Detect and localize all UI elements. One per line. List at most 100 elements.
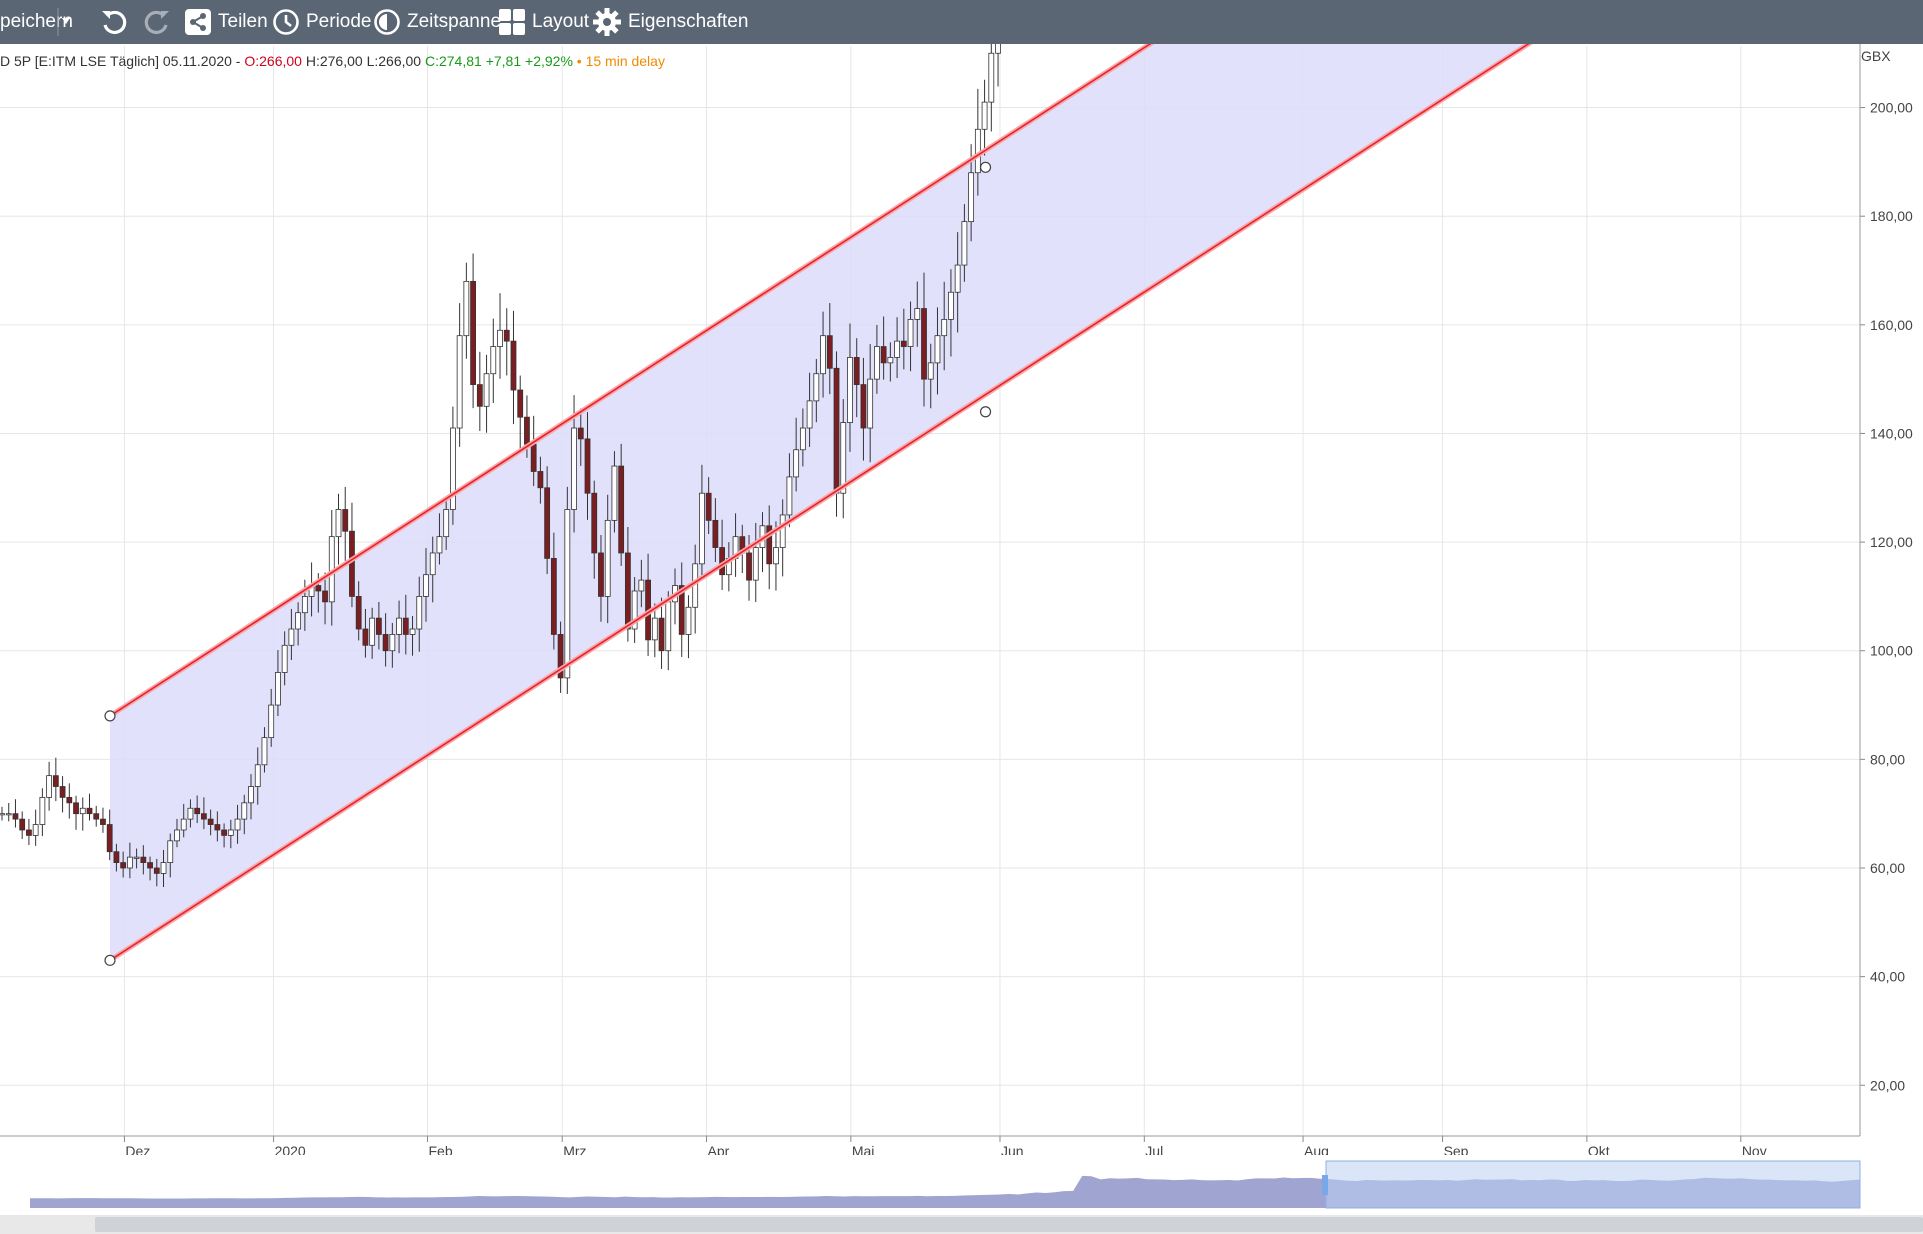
- candle[interactable]: [799, 427, 806, 451]
- candle[interactable]: [779, 514, 786, 548]
- candle[interactable]: [227, 829, 234, 836]
- candle[interactable]: [974, 128, 981, 174]
- candle[interactable]: [591, 492, 598, 554]
- candle[interactable]: [712, 519, 719, 548]
- candle[interactable]: [550, 557, 557, 635]
- candle[interactable]: [342, 509, 349, 532]
- candle[interactable]: [443, 509, 450, 538]
- candle[interactable]: [362, 628, 369, 646]
- save-button[interactable]: peichern: [0, 0, 73, 44]
- candle[interactable]: [423, 574, 429, 597]
- candle[interactable]: [248, 786, 254, 804]
- candle[interactable]: [147, 862, 153, 869]
- price-chart[interactable]: 20,00 40,00 60,00 80,00 100,00 120,00 140,00 16…: [0, 44, 1923, 1155]
- channel-upper-line-handle[interactable]: [104, 710, 116, 722]
- candle[interactable]: [826, 335, 833, 369]
- candle[interactable]: [813, 373, 820, 402]
- candle[interactable]: [746, 552, 752, 581]
- candle[interactable]: [564, 509, 571, 679]
- candle[interactable]: [806, 400, 813, 429]
- candle[interactable]: [624, 552, 631, 630]
- undo-button[interactable]: [99, 0, 129, 44]
- candle[interactable]: [402, 617, 409, 635]
- candle[interactable]: [32, 824, 39, 836]
- candle[interactable]: [611, 465, 618, 521]
- redo-button[interactable]: [142, 0, 172, 44]
- candle[interactable]: [200, 813, 207, 820]
- candle[interactable]: [126, 856, 133, 869]
- candle[interactable]: [261, 737, 268, 766]
- candle[interactable]: [604, 519, 611, 597]
- candle[interactable]: [214, 824, 221, 831]
- save-dropdown-button[interactable]: [56, 0, 72, 44]
- candle[interactable]: [52, 775, 59, 787]
- candle[interactable]: [510, 340, 517, 391]
- channel-lower-line[interactable]: [109, 44, 1808, 962]
- candle[interactable]: [618, 465, 625, 554]
- candle[interactable]: [988, 52, 995, 103]
- candle[interactable]: [180, 818, 187, 831]
- candle[interactable]: [961, 221, 968, 266]
- candle[interactable]: [275, 672, 281, 706]
- candle[interactable]: [476, 384, 483, 407]
- candle[interactable]: [456, 335, 463, 429]
- candle[interactable]: [894, 340, 900, 358]
- candle[interactable]: [349, 530, 355, 597]
- candle[interactable]: [207, 818, 214, 825]
- candle[interactable]: [907, 318, 914, 347]
- candle[interactable]: [948, 291, 954, 320]
- candle[interactable]: [766, 525, 773, 565]
- candle[interactable]: [483, 373, 490, 407]
- candle[interactable]: [5, 813, 12, 816]
- channel-upper-line[interactable]: [109, 44, 1808, 717]
- candle[interactable]: [557, 634, 564, 679]
- candle[interactable]: [833, 367, 840, 494]
- candle[interactable]: [584, 438, 591, 494]
- navigator-scroll-thumb[interactable]: [95, 1217, 1923, 1232]
- candle[interactable]: [524, 416, 530, 445]
- candle[interactable]: [436, 536, 443, 554]
- share-button[interactable]: Teilen: [184, 0, 268, 44]
- candle[interactable]: [503, 329, 510, 342]
- candle[interactable]: [39, 796, 46, 825]
- candle[interactable]: [685, 606, 692, 635]
- candle[interactable]: [631, 590, 638, 630]
- candle[interactable]: [268, 704, 275, 739]
- candle[interactable]: [315, 585, 322, 592]
- candle[interactable]: [396, 617, 402, 635]
- candle[interactable]: [699, 492, 705, 565]
- candle[interactable]: [490, 346, 497, 375]
- channel-lower-line-handle[interactable]: [979, 406, 992, 418]
- candle[interactable]: [113, 851, 120, 863]
- candle[interactable]: [463, 280, 470, 337]
- candle[interactable]: [241, 802, 248, 820]
- candle[interactable]: [773, 547, 779, 565]
- candle[interactable]: [194, 807, 201, 815]
- candle[interactable]: [375, 617, 382, 635]
- candle[interactable]: [874, 346, 880, 380]
- candle[interactable]: [429, 552, 436, 576]
- candle[interactable]: [450, 427, 456, 510]
- candle[interactable]: [288, 628, 295, 646]
- candle[interactable]: [79, 807, 86, 815]
- candle[interactable]: [860, 384, 867, 429]
- candle[interactable]: [26, 829, 32, 836]
- candle[interactable]: [914, 308, 921, 320]
- navigator[interactable]: [0, 1155, 1923, 1234]
- candle[interactable]: [900, 340, 907, 347]
- candle[interactable]: [705, 492, 712, 521]
- candle[interactable]: [382, 634, 389, 652]
- candle[interactable]: [140, 856, 147, 863]
- candle[interactable]: [19, 818, 26, 831]
- candle[interactable]: [638, 579, 645, 592]
- candle[interactable]: [537, 471, 544, 489]
- candle[interactable]: [221, 829, 227, 836]
- candle[interactable]: [853, 357, 860, 385]
- candle[interactable]: [335, 509, 342, 538]
- candle[interactable]: [651, 617, 658, 641]
- properties-button[interactable]: Eigenschaften: [592, 0, 748, 44]
- navigator-selection[interactable]: [1325, 1160, 1861, 1209]
- candle[interactable]: [73, 802, 79, 815]
- candle[interactable]: [840, 422, 847, 494]
- candle[interactable]: [880, 346, 887, 364]
